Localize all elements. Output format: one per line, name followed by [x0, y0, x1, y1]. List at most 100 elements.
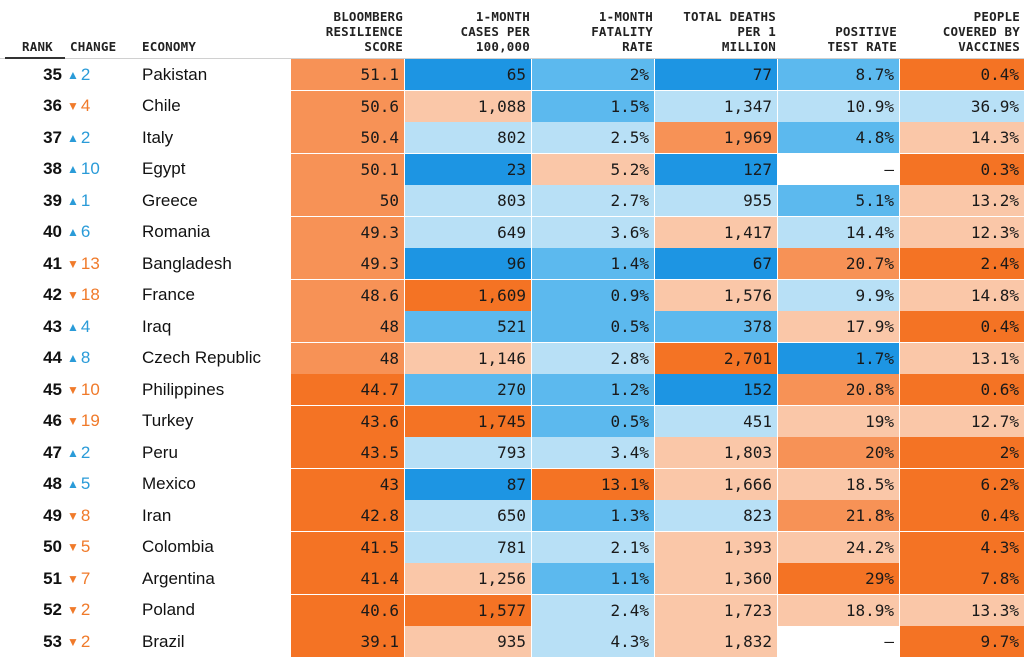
rank-value: 37 — [43, 127, 62, 147]
arrow-down-icon: ▼ — [67, 99, 79, 113]
positive-cell: 20% — [778, 437, 899, 468]
fatality-cell: 13.1% — [532, 468, 654, 500]
rank-value: 46 — [43, 411, 62, 430]
column-header-fatality: 1-MONTH FATALITY RATE — [591, 9, 653, 54]
arrow-down-icon: ▼ — [67, 414, 79, 428]
rank-value: 48 — [43, 474, 62, 493]
vaccines-cell: 0.6% — [900, 374, 1024, 405]
rank-change: ▲ 4 — [67, 311, 127, 342]
vaccines-cell: 12.3% — [900, 216, 1024, 248]
economy-name: Iran — [142, 505, 172, 525]
column-header-positive: POSITIVE TEST RATE — [827, 24, 897, 54]
rank-change-value: 19 — [80, 411, 100, 430]
rank-change: ▲ 2 — [67, 59, 127, 90]
vaccines-cell: 9.7% — [900, 626, 1024, 657]
column-header-economy: ECONOMY — [142, 39, 197, 54]
economy-name: Pakistan — [142, 64, 208, 84]
rank-value: 39 — [43, 190, 62, 210]
economy-name: Brazil — [142, 631, 185, 651]
arrow-down-icon: ▼ — [67, 256, 79, 271]
rank-change: ▼ 19 — [67, 406, 127, 437]
deaths-cell: 1,666 — [655, 468, 777, 500]
score-cell: 40.6 — [291, 594, 404, 626]
rank-change: ▼ 18 — [67, 280, 127, 311]
rank-change-value: 5 — [80, 474, 91, 493]
column-header-cases: 1-MONTH CASES PER 100,000 — [460, 9, 530, 54]
rank-change: ▼ 8 — [67, 500, 127, 531]
score-cell: 39.1 — [291, 626, 404, 657]
deaths-cell: 127 — [655, 153, 777, 185]
rank-change-value: 2 — [80, 631, 91, 651]
rank-value: 53 — [43, 631, 62, 651]
table-row: 35 ▲ 2 Pakistan 51.1 65 2% 77 8.7% 0.4% — [0, 59, 1024, 91]
rank-change: ▼ 2 — [67, 626, 127, 657]
column-header-vaccines: PEOPLE COVERED BY VACCINES — [942, 9, 1020, 54]
rank-change: ▲ 2 — [67, 122, 127, 153]
arrow-up-icon: ▲ — [67, 445, 79, 460]
fatality-cell: 2.4% — [532, 594, 654, 626]
cases-cell: 650 — [405, 500, 531, 531]
rank-change-value: 10 — [80, 379, 100, 399]
fatality-cell: 1.3% — [532, 500, 654, 531]
cases-cell: 521 — [405, 311, 531, 342]
cases-cell: 802 — [405, 122, 531, 153]
fatality-cell: 1.5% — [532, 90, 654, 122]
rank-change-value: 8 — [80, 505, 91, 525]
table-row: 44 ▲ 8 Czech Republic 48 1,146 2.8% 2,701 1.7% 13… — [0, 342, 1024, 375]
rank-value: 47 — [43, 442, 62, 462]
rank-change-value: 5 — [80, 537, 91, 556]
table-row: 53 ▼ 2 Brazil 39.1 935 4.3% 1,832–9.7% — [0, 626, 1024, 658]
rank-change: ▲ 6 — [67, 217, 127, 248]
table-row: 50 ▼ 5 Colombia 41.5 781 2.1% 1,393 24.2% 4.3% — [0, 531, 1024, 564]
rank-change-value: 1 — [80, 190, 91, 210]
deaths-cell: 955 — [655, 185, 777, 216]
fatality-cell: 2.8% — [532, 342, 654, 374]
arrow-down-icon: ▼ — [67, 603, 79, 617]
fatality-cell: 1.2% — [532, 374, 654, 405]
table-row: 39 ▲ 1 Greece 50 803 2.7% 955 5.1% 13.2% — [0, 185, 1024, 217]
rank-change-value: 4 — [80, 96, 91, 115]
deaths-cell: 1,576 — [655, 279, 777, 311]
vaccines-cell: 13.3% — [900, 594, 1024, 626]
arrow-down-icon: ▼ — [67, 288, 79, 302]
vaccines-cell: 14.8% — [900, 279, 1024, 311]
arrow-up-icon: ▲ — [67, 67, 79, 82]
rank-value: 41 — [43, 253, 62, 273]
rank-change: ▼ 7 — [67, 563, 127, 594]
rank-value: 36 — [43, 96, 62, 115]
rank-change-value: 13 — [80, 253, 100, 273]
arrow-down-icon: ▼ — [67, 508, 79, 523]
score-cell: 50.1 — [291, 153, 404, 185]
cases-cell: 1,745 — [405, 405, 531, 437]
cases-cell: 781 — [405, 531, 531, 563]
deaths-cell: 378 — [655, 311, 777, 342]
fatality-cell: 0.9% — [532, 279, 654, 311]
score-cell: 41.4 — [291, 563, 404, 594]
positive-cell: 18.5% — [778, 468, 899, 500]
table-row: 38 ▲ 10 Egypt 50.1 23 5.2% 127–0.3% — [0, 153, 1024, 186]
cases-cell: 96 — [405, 248, 531, 279]
score-cell: 49.3 — [291, 248, 404, 279]
economy-name: Czech Republic — [142, 348, 262, 367]
arrow-up-icon: ▲ — [67, 193, 79, 208]
positive-cell: 21.8% — [778, 500, 899, 531]
fatality-cell: 1.4% — [532, 248, 654, 279]
rank-change-value: 10 — [80, 159, 100, 178]
positive-cell: 9.9% — [778, 279, 899, 311]
vaccines-cell: 7.8% — [900, 563, 1024, 594]
economy-name: Bangladesh — [142, 253, 232, 273]
fatality-cell: 5.2% — [532, 153, 654, 185]
cases-cell: 87 — [405, 468, 531, 500]
vaccines-cell: 13.2% — [900, 185, 1024, 216]
rank-value: 42 — [43, 285, 62, 304]
score-cell: 43 — [291, 468, 404, 500]
arrow-down-icon: ▼ — [67, 571, 79, 586]
positive-cell: 20.7% — [778, 248, 899, 279]
score-cell: 41.5 — [291, 531, 404, 563]
header-divider — [0, 58, 1024, 59]
rank-change-value: 2 — [80, 600, 91, 619]
table-row: 40 ▲ 6 Romania 49.3 649 3.6% 1,417 14.4% 12.3% — [0, 216, 1024, 249]
deaths-cell: 2,701 — [655, 342, 777, 374]
positive-cell: 24.2% — [778, 531, 899, 563]
deaths-cell: 823 — [655, 500, 777, 531]
